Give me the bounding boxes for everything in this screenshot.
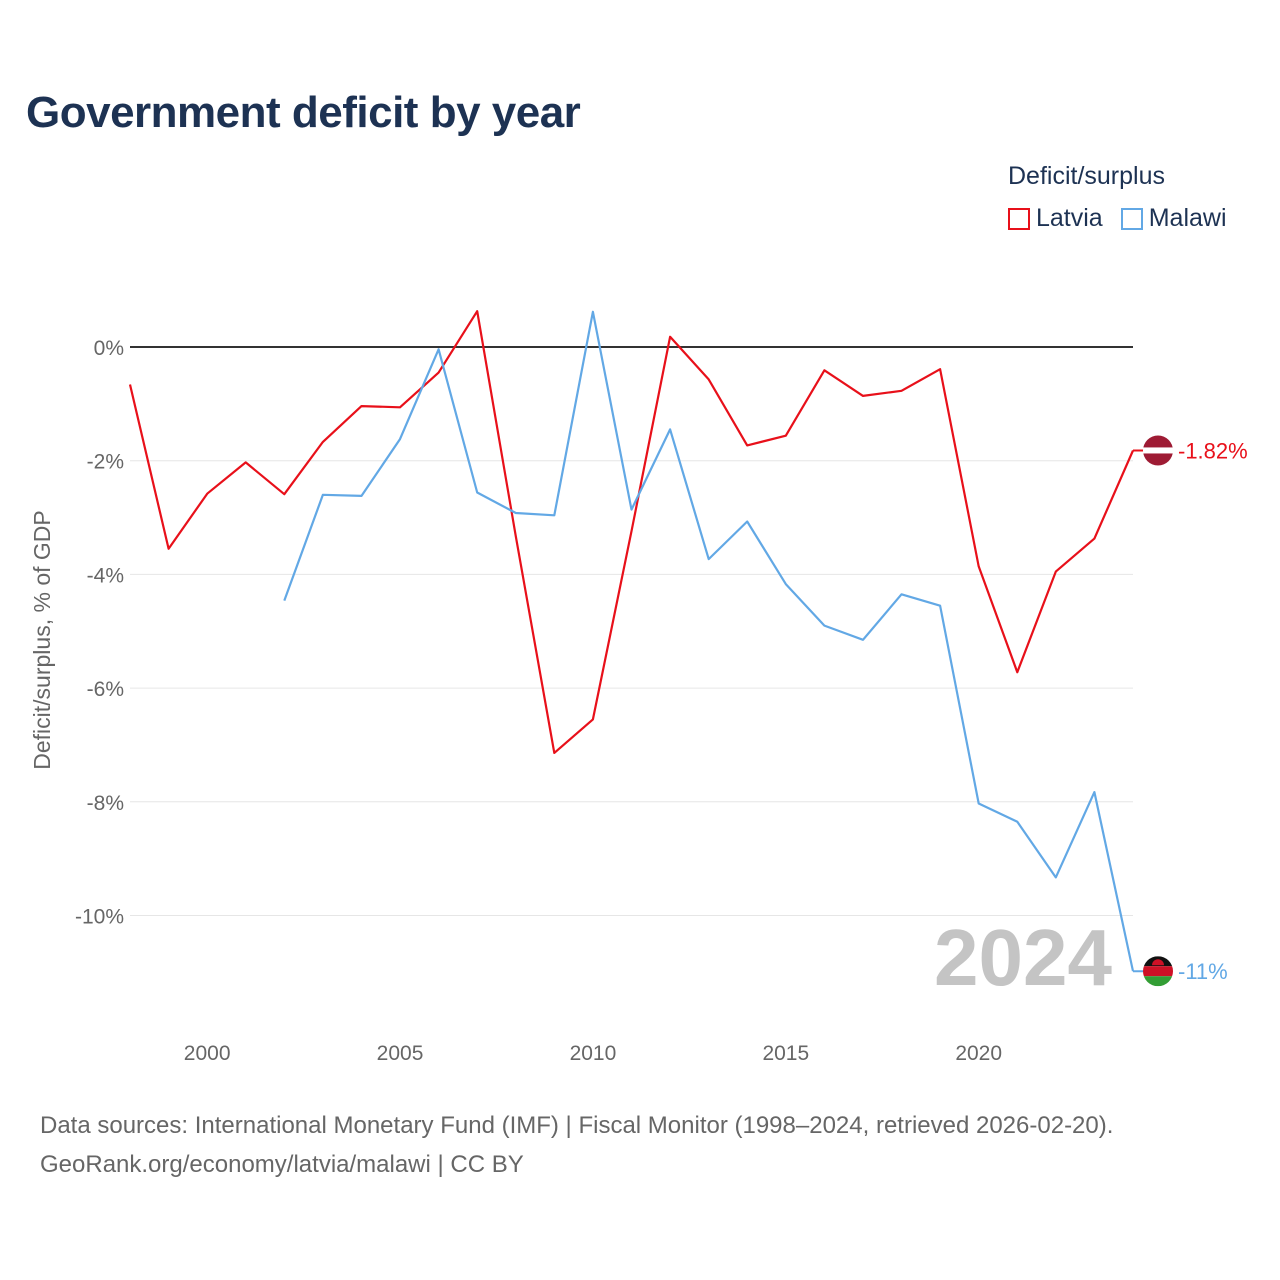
x-tick-label: 2020 [955, 1042, 1002, 1065]
y-tick-label: -4% [87, 564, 124, 587]
y-tick-label: 0% [94, 337, 124, 360]
legend-title: Deficit/surplus [1008, 162, 1165, 190]
x-tick-label: 2015 [762, 1042, 809, 1065]
y-tick-label: -8% [87, 792, 124, 815]
legend-swatch-malawi [1120, 207, 1143, 230]
year-watermark: 2024 [934, 913, 1112, 1002]
legend-swatch-latvia [1008, 207, 1030, 230]
y-axis-label: Deficit/surplus, % of GDP [29, 510, 55, 769]
series-line-malawi [283, 310, 1135, 972]
end-value-label-latvia: -1.82% [1178, 438, 1248, 463]
legend-label-malawi: Malawi [1148, 204, 1227, 232]
x-tick-label: 2005 [377, 1042, 424, 1065]
malawi-flag-icon [1143, 956, 1173, 987]
y-tick-label: -2% [87, 451, 124, 474]
data-source-note: Data sources: International Monetary Fun… [40, 1112, 1114, 1139]
legend: Latvia Malawi [1008, 204, 1245, 233]
legend-item-latvia[interactable]: Latvia [1008, 204, 1103, 233]
latvia-flag-icon [1143, 435, 1173, 466]
x-tick-label: 2000 [184, 1042, 231, 1065]
footer: Data sources: International Monetary Fun… [40, 1106, 1113, 1184]
end-value-label-malawi: -11% [1178, 959, 1228, 984]
y-tick-label: -10% [75, 906, 124, 929]
line-chart: 0% -2% -4% -6% -8% -10% 2000 2005 2010 2015 2020 De… [29, 310, 1248, 1065]
chart-title: Government deficit by year [26, 88, 581, 137]
series-line-latvia [128, 310, 1135, 754]
legend-item-malawi[interactable]: Malawi [1120, 204, 1227, 233]
legend-label-latvia: Latvia [1036, 204, 1103, 232]
attribution-link[interactable]: GeoRank.org/economy/latvia/malawi | CC B… [40, 1151, 524, 1178]
y-tick-label: -6% [87, 678, 124, 701]
x-tick-label: 2010 [570, 1042, 617, 1065]
